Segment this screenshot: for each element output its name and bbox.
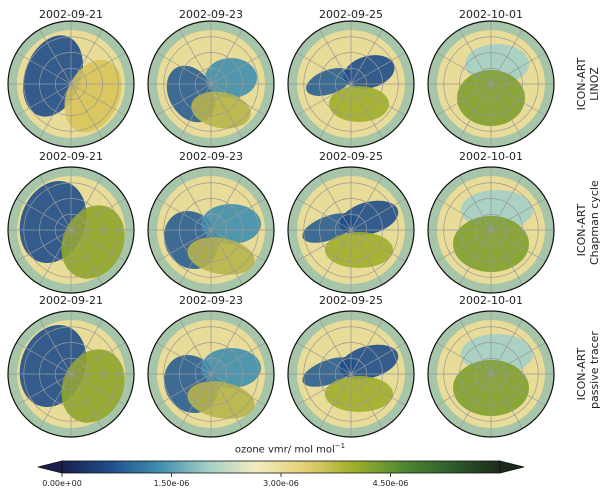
meridian-line: [436, 198, 546, 262]
map-panel: [287, 20, 415, 148]
map-panel: [427, 166, 555, 294]
colorbar-title: ozone vmr/ mol mol−1: [180, 442, 400, 455]
map-border: [287, 20, 415, 148]
row-label: ICON-ART passive tracer: [575, 331, 601, 409]
map-panel: [287, 310, 415, 438]
map-panel: [147, 20, 275, 148]
colorbar-title-text: ozone vmr/ mol mol: [234, 444, 335, 456]
meridian-line: [16, 198, 126, 262]
map-panel: [7, 166, 135, 294]
ozone-region: [61, 349, 125, 423]
meridian-line: [156, 342, 266, 406]
meridian-line: [296, 52, 406, 116]
row-label-line2: Chapman cycle: [588, 180, 601, 265]
row-label-line1: ICON-ART: [575, 57, 588, 111]
meridian-line: [156, 52, 266, 116]
ozone-region: [61, 205, 125, 279]
map-border: [427, 166, 555, 294]
map-border: [7, 166, 135, 294]
ozone-region: [329, 86, 389, 122]
panel-title: 2002-09-25: [319, 8, 383, 21]
map-border: [427, 20, 555, 148]
ozone-region: [201, 204, 261, 244]
map-border: [147, 20, 275, 148]
row-label: ICON-ART Chapman cycle: [575, 180, 601, 265]
colorbar-extend-max: [499, 460, 525, 474]
colorbar-tick-label: 3.00e-06: [263, 479, 299, 488]
row-label-line2: passive tracer: [588, 331, 601, 409]
panel-title: 2002-09-21: [39, 150, 103, 163]
map-panel: [147, 310, 275, 438]
panel-title: 2002-09-23: [179, 150, 243, 163]
row-label-line2: LINOZ: [588, 67, 601, 101]
ozone-region: [191, 91, 251, 129]
map-panel: [427, 20, 555, 148]
row-label: ICON-ART LINOZ: [575, 49, 601, 119]
ozone-region: [339, 200, 399, 236]
panel-title: 2002-09-23: [179, 294, 243, 307]
map-border: [7, 310, 135, 438]
meridian-line: [296, 342, 406, 406]
ozone-region: [325, 376, 393, 412]
colorbar-tick-label: 1.50e-06: [153, 479, 190, 488]
panel-title: 2002-09-21: [39, 8, 103, 21]
colorbar-tick-label: 4.50e-06: [372, 479, 409, 488]
map-border: [287, 166, 415, 294]
row-label-line1: ICON-ART: [575, 347, 588, 401]
ozone-region: [306, 68, 352, 96]
panel-title: 2002-09-25: [319, 294, 383, 307]
meridian-line: [436, 52, 546, 116]
map-panel: [7, 310, 135, 438]
map-panel: [7, 20, 135, 148]
panel-title: 2002-10-01: [459, 8, 523, 21]
meridian-line: [296, 198, 406, 262]
colorbar-extend-min: [37, 460, 63, 474]
ozone-region: [339, 344, 399, 380]
meridian-line: [16, 342, 126, 406]
map-border: [7, 20, 135, 148]
row-label-line1: ICON-ART: [575, 203, 588, 257]
ozone-region: [325, 232, 393, 268]
panel-title: 2002-09-23: [179, 8, 243, 21]
panel-title: 2002-10-01: [459, 294, 523, 307]
map-border: [427, 310, 555, 438]
map-panel: [287, 166, 415, 294]
colorbar-tick-label: 0.00e+00: [42, 479, 82, 488]
meridian-line: [436, 342, 546, 406]
panel-title: 2002-10-01: [459, 150, 523, 163]
map-panel: [427, 310, 555, 438]
map-border: [147, 310, 275, 438]
map-panel: [147, 166, 275, 294]
map-border: [287, 310, 415, 438]
colorbar: [61, 460, 501, 474]
colorbar-title-superscript: −1: [334, 442, 346, 450]
ozone-region: [201, 348, 261, 388]
map-border: [147, 166, 275, 294]
ozone-region: [343, 55, 395, 89]
panel-title: 2002-09-25: [319, 150, 383, 163]
panel-title: 2002-09-21: [39, 294, 103, 307]
meridian-line: [156, 198, 266, 262]
meridian-line: [16, 52, 126, 116]
